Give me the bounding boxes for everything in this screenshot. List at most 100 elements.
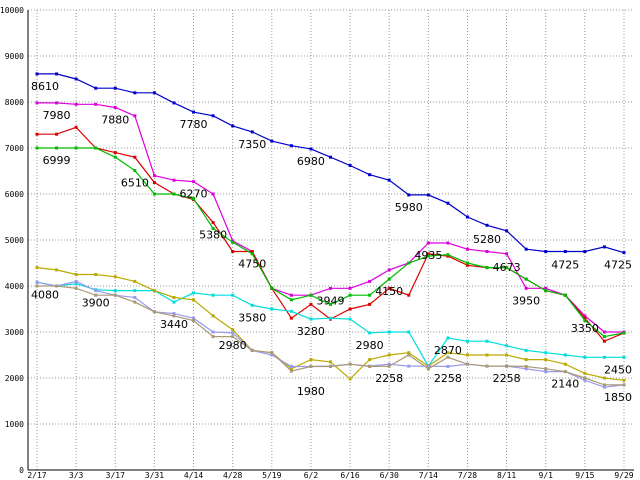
series-point-5 (368, 358, 372, 362)
x-tick-label: 5/19 (262, 471, 281, 480)
series-point-6 (544, 370, 548, 374)
series-point-3 (329, 302, 332, 306)
data-label: 2140 (551, 378, 579, 391)
series-point-5 (407, 351, 411, 355)
x-tick-label: 9/1 (539, 471, 554, 480)
series-point-3 (94, 146, 98, 150)
series-point-7 (505, 364, 509, 368)
series-point-3 (583, 319, 587, 322)
series-point-2 (465, 263, 469, 267)
data-label: 7980 (43, 109, 71, 122)
series-point-7 (250, 348, 254, 352)
series-point-7 (329, 365, 332, 368)
series-point-5 (583, 371, 587, 375)
y-tick-label: 0 (19, 466, 24, 475)
series-point-6 (407, 364, 411, 368)
series-point-6 (446, 365, 450, 368)
data-label: 1850 (604, 391, 632, 404)
series-point-3 (309, 293, 313, 297)
series-point-5 (387, 353, 391, 357)
series-point-0 (231, 124, 235, 128)
data-label: 2450 (604, 363, 632, 376)
series-point-1 (426, 241, 430, 245)
series-point-2 (387, 286, 391, 290)
series-point-7 (152, 310, 156, 314)
series-point-6 (35, 280, 39, 284)
series-point-0 (113, 86, 117, 90)
series-point-3 (485, 266, 489, 270)
data-label: 7350 (238, 138, 266, 151)
series-point-0 (505, 229, 509, 233)
data-label: 2980 (356, 339, 384, 352)
series-point-4 (309, 317, 313, 321)
x-tick-label: 3/3 (69, 471, 84, 480)
series-point-3 (622, 331, 626, 335)
series-point-0 (426, 193, 430, 197)
series-point-4 (446, 336, 450, 340)
series-point-5 (524, 358, 528, 362)
series-point-2 (211, 221, 215, 225)
series-point-6 (172, 312, 176, 316)
series-point-0 (368, 173, 372, 177)
series-point-5 (113, 275, 117, 279)
series-point-5 (211, 314, 215, 318)
data-label: 3950 (512, 294, 540, 307)
series-point-4 (133, 289, 137, 293)
series-point-6 (133, 296, 137, 299)
y-tick-labels: 0 1000 2000 3000 4000 5000 6000 7000 8000 9000 100… (0, 6, 24, 475)
series-point-1 (113, 106, 117, 110)
series-point-0 (250, 130, 254, 134)
series-point-6 (211, 330, 215, 334)
y-tick-label: 3000 (5, 328, 24, 337)
series-point-5 (231, 328, 235, 332)
series-point-6 (74, 279, 78, 283)
series-point-5 (192, 298, 196, 302)
series-point-4 (74, 282, 78, 286)
x-tick-label: 3/31 (145, 471, 164, 480)
series-point-7 (602, 383, 606, 387)
series-point-0 (348, 163, 352, 167)
series-point-3 (524, 277, 528, 281)
y-tick-label: 2000 (5, 374, 24, 383)
series-point-4 (602, 355, 606, 359)
series-point-3 (426, 254, 430, 258)
data-label: 5980 (395, 201, 423, 214)
series-point-1 (368, 279, 372, 283)
series-point-4 (622, 355, 626, 359)
series-point-2 (309, 302, 313, 306)
series-point-0 (622, 251, 626, 255)
series-point-5 (544, 358, 548, 362)
series-point-0 (563, 250, 567, 253)
data-label: 4150 (375, 285, 403, 298)
series-point-5 (55, 268, 59, 272)
series-point-0 (329, 155, 332, 159)
series-point-7 (426, 367, 430, 371)
series-point-3 (74, 146, 78, 150)
series-point-2 (426, 252, 430, 256)
series-point-1 (192, 180, 196, 184)
series-point-6 (289, 365, 293, 368)
series-point-4 (211, 293, 215, 297)
y-tick-label: 9000 (5, 52, 24, 61)
series-point-2 (74, 125, 78, 129)
series-point-1 (505, 252, 509, 256)
series-point-4 (172, 300, 176, 304)
series-point-0 (152, 91, 156, 95)
data-label: 7880 (101, 114, 129, 127)
series-point-1 (446, 241, 450, 245)
series-point-1 (94, 102, 98, 106)
series-point-0 (192, 110, 196, 114)
series-point-4 (289, 309, 293, 313)
series-point-4 (563, 353, 567, 357)
series-point-6 (426, 364, 430, 368)
data-label: 4935 (414, 249, 442, 262)
series-point-1 (133, 114, 137, 118)
data-label: 4725 (604, 259, 632, 272)
series-point-1 (35, 101, 39, 105)
data-label: 4080 (31, 288, 59, 301)
series-point-7 (583, 376, 587, 380)
x-tick-label: 7/14 (419, 471, 438, 480)
data-label: 8610 (31, 80, 59, 93)
series-point-5 (563, 362, 567, 366)
